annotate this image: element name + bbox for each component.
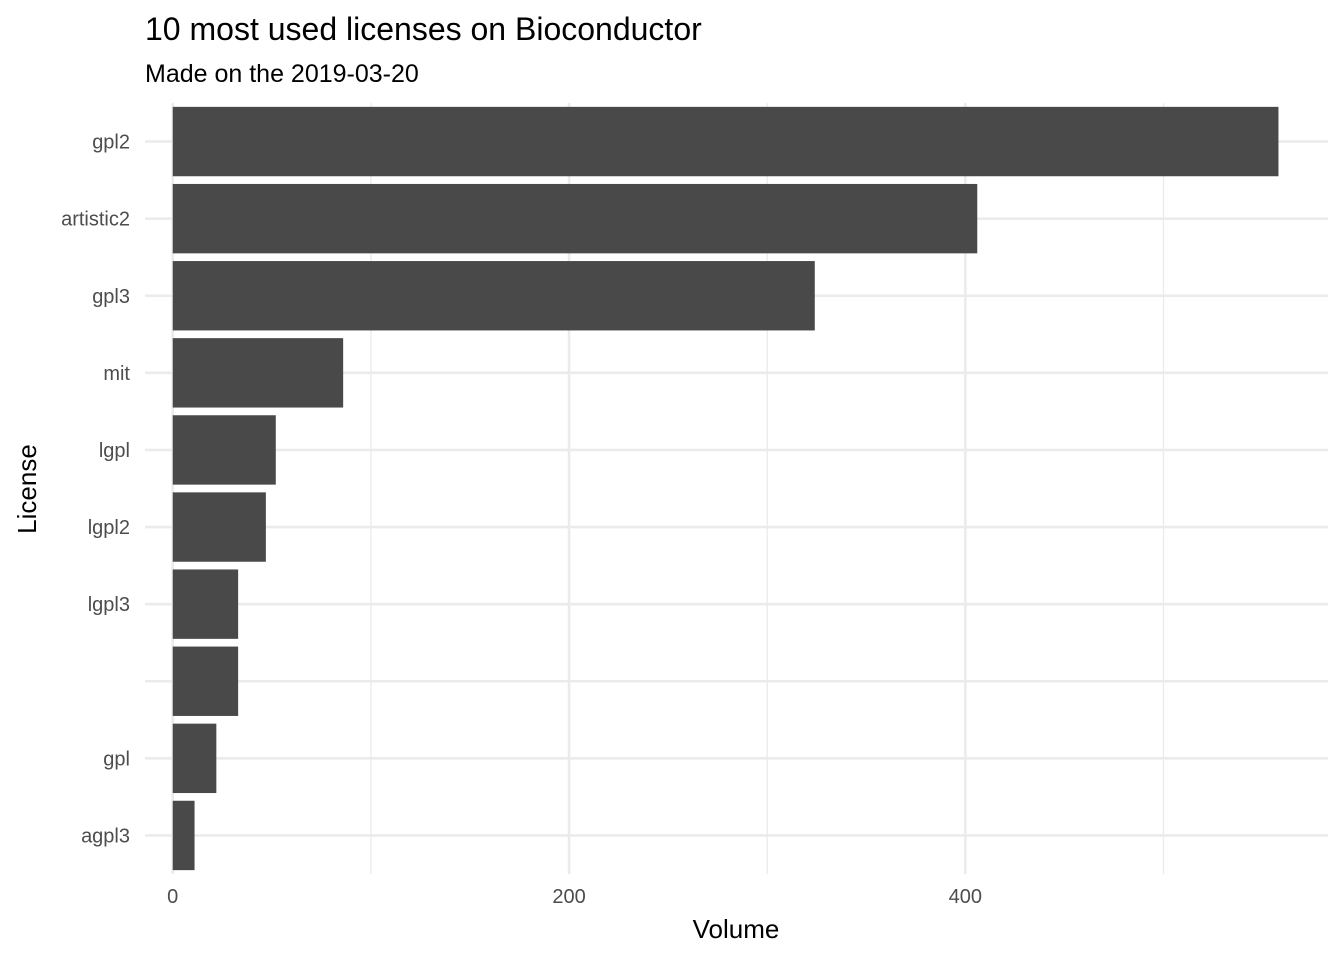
bar — [172, 569, 239, 639]
y-tick-label: gpl3 — [92, 286, 130, 308]
bar — [172, 646, 239, 716]
bar — [172, 261, 815, 331]
y-axis-tick-labels: gpl2 artistic2 gpl3 mit lgpl lgpl2 lgpl3 gpl agp… — [61, 132, 130, 848]
y-tick-label: gpl — [103, 748, 130, 770]
x-tick-label: 200 — [552, 886, 585, 908]
y-tick-label: artistic2 — [61, 209, 130, 231]
bar — [172, 492, 266, 562]
y-tick-label: mit — [103, 363, 130, 385]
x-axis-tick-labels: 0 200 400 — [167, 886, 982, 908]
y-tick-label: lgpl3 — [88, 594, 130, 616]
bar — [172, 338, 344, 408]
y-tick-label: gpl2 — [92, 132, 130, 154]
bar — [172, 106, 1279, 177]
y-tick-label: lgpl2 — [88, 517, 130, 539]
x-tick-label: 0 — [167, 886, 178, 908]
chart-subtitle: Made on the 2019-03-20 — [145, 60, 419, 88]
bar — [172, 800, 195, 871]
x-tick-label: 400 — [949, 886, 982, 908]
y-axis-title: License — [12, 444, 42, 534]
bar — [172, 415, 276, 485]
y-tick-label: lgpl — [99, 440, 130, 462]
bar — [172, 183, 978, 254]
bar — [172, 723, 217, 794]
bars — [172, 106, 1279, 871]
x-axis-title: Volume — [693, 914, 780, 944]
chart-title: 10 most used licenses on Bioconductor — [145, 11, 702, 47]
y-tick-label: agpl3 — [81, 825, 130, 847]
